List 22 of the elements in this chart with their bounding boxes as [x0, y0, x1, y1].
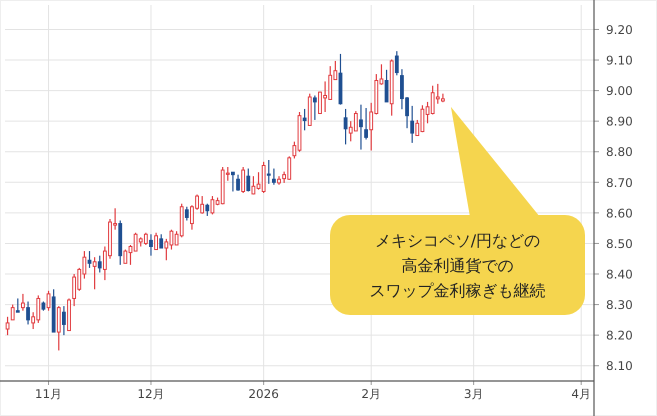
annotation: 高金利通貨での	[402, 256, 514, 275]
y-tick-label: 8.10	[606, 359, 633, 374]
y-tick-label: 9.10	[606, 54, 633, 68]
x-tick-label: 12月	[137, 387, 165, 401]
y-tick-label: 8.70	[606, 176, 633, 190]
y-tick-label: 8.90	[606, 114, 633, 129]
y-tick-label: 8.20	[606, 328, 633, 343]
x-tick-label: 2月	[361, 387, 382, 401]
x-tick-label: 11月	[34, 387, 62, 401]
y-tick-label: 8.50	[606, 236, 633, 251]
callout: メキシコペソ/円などの 高金利通貨での スワップ金利稼ぎも継続	[330, 106, 585, 315]
y-tick-label: 8.80	[606, 145, 633, 160]
x-tick-label: 4月	[571, 387, 592, 401]
annotation: スワップ金利稼ぎも継続	[370, 281, 546, 300]
y-tick-label: 8.60	[606, 206, 633, 220]
y-tick-label: 8.40	[606, 268, 633, 282]
y-tick-label: 9.20	[606, 22, 633, 37]
y-tick-label: 8.30	[606, 298, 633, 312]
x-tick-label: 2026	[248, 387, 279, 401]
x-tick-label: 3月	[464, 387, 484, 401]
y-tick-label: 9.00	[606, 84, 633, 98]
annotation: メキシコペソ/円などの	[374, 231, 540, 250]
